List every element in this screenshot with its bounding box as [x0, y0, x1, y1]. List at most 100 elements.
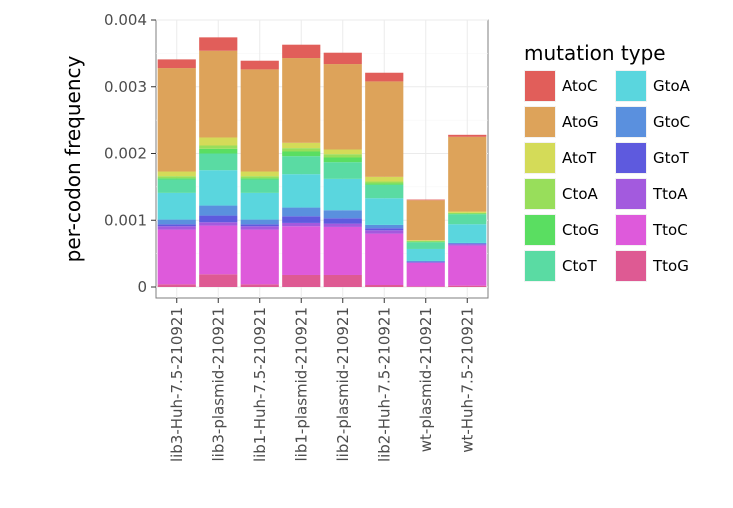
bar-segment-TtoC — [157, 229, 196, 285]
legend-swatch — [616, 107, 646, 137]
bar-segment-TtoG — [406, 286, 445, 287]
bar-segment-TtoG — [448, 285, 487, 287]
bar-segment-AtoC — [448, 134, 487, 137]
bar-segment-GtoC — [157, 219, 196, 225]
legend-swatch — [525, 251, 555, 281]
x-tick-label: lib1-Huh-7.5-210921 — [251, 307, 269, 462]
bar-stack — [406, 199, 445, 287]
legend-label: TtoC — [652, 221, 688, 239]
bar-segment-CtoG — [199, 148, 238, 154]
bar-segment-GtoC — [199, 205, 238, 216]
legend-label: CtoA — [562, 185, 599, 203]
legend-label: GtoC — [653, 113, 690, 131]
legend-swatch — [616, 179, 646, 209]
bar-segment-CtoT — [240, 179, 279, 193]
bar-segment-CtoG — [282, 151, 321, 157]
bar-segment-GtoT — [282, 216, 321, 223]
bar-segment-CtoT — [406, 242, 445, 249]
bar-segment-TtoC — [199, 225, 238, 275]
bar-segment-CtoA — [157, 176, 196, 179]
bar-segment-CtoT — [282, 156, 321, 175]
legend-label: AtoC — [562, 77, 598, 95]
bar-segment-TtoG — [365, 284, 404, 287]
bar-segment-AtoG — [240, 69, 279, 172]
bar-segment-TtoC — [365, 233, 404, 285]
legend-swatch — [525, 71, 555, 101]
bar-segment-TtoG — [323, 274, 362, 287]
bar-segment-AtoT — [365, 176, 404, 182]
bar-segment-AtoT — [323, 149, 362, 155]
bar-segment-TtoA — [448, 244, 487, 246]
y-tick-label: 0.002 — [104, 145, 147, 163]
bar-segment-AtoG — [365, 81, 404, 177]
bar-segment-TtoA — [323, 223, 362, 227]
bar-segment-GtoA — [240, 192, 279, 220]
bar-segment-GtoA — [157, 192, 196, 220]
bar-segment-GtoA — [448, 224, 487, 243]
bar-segment-GtoC — [323, 210, 362, 219]
bar-segment-AtoC — [406, 199, 445, 201]
bar-segment-AtoG — [323, 64, 362, 150]
legend-label: GtoA — [653, 77, 691, 95]
legend-item: GtoT — [615, 142, 690, 174]
legend-label: TtoA — [652, 185, 688, 203]
x-tick-label: lib2-plasmid-210921 — [334, 307, 352, 461]
bar-segment-CtoG — [157, 178, 196, 180]
bar-segment-CtoT — [323, 162, 362, 179]
y-tick-label: 0.004 — [104, 11, 147, 29]
bar-segment-AtoT — [406, 240, 445, 241]
y-axis: 0 0.001 0.002 0.003 0.004 — [104, 11, 156, 296]
bar-segment-CtoT — [199, 153, 238, 171]
legend-item: TtoC — [615, 214, 688, 246]
y-axis-title: per-codon frequency — [61, 56, 85, 263]
legend-item: CtoT — [524, 250, 598, 282]
bar-segment-CtoA — [323, 154, 362, 158]
legend-label: CtoT — [562, 257, 598, 275]
legend-label: AtoT — [562, 149, 597, 167]
legend-item: GtoA — [615, 70, 691, 102]
bar-segment-GtoA — [323, 178, 362, 211]
x-tick-label: lib2-Huh-7.5-210921 — [375, 307, 393, 462]
y-tick-label: 0.003 — [104, 78, 147, 96]
bar-segment-CtoG — [323, 157, 362, 163]
bar-segment-AtoG — [199, 50, 238, 138]
legend-item: AtoT — [524, 142, 597, 174]
bar-segment-GtoT — [199, 215, 238, 223]
bar-stack — [157, 59, 196, 287]
bar-segment-TtoC — [406, 262, 445, 287]
bar-segment-CtoA — [282, 148, 321, 152]
bar-segment-CtoA — [240, 176, 279, 179]
bar-segment-TtoA — [365, 230, 404, 234]
legend-item: TtoA — [615, 178, 688, 210]
bar-segment-GtoC — [448, 242, 487, 244]
legend-swatch — [525, 107, 555, 137]
legend-label: CtoG — [562, 221, 599, 239]
bar-stack — [240, 60, 279, 287]
bar-segment-CtoG — [406, 241, 445, 243]
legend-item: CtoG — [524, 214, 599, 246]
bar-segment-GtoT — [448, 243, 487, 245]
bar-segment-GtoT — [365, 228, 404, 231]
legend-item: CtoA — [524, 178, 599, 210]
bar-segment-AtoT — [448, 211, 487, 213]
bar-segment-AtoG — [282, 58, 321, 143]
bar-segment-AtoT — [199, 137, 238, 146]
bar-stack — [448, 134, 487, 287]
bar-segment-GtoA — [199, 170, 238, 206]
bar-segment-GtoT — [240, 224, 279, 227]
bar-segment-AtoG — [448, 136, 487, 212]
bar-segment-GtoT — [406, 261, 445, 263]
bar-segment-CtoG — [240, 178, 279, 180]
bar-segment-CtoG — [448, 213, 487, 215]
bar-stack — [323, 52, 362, 287]
bar-stack — [365, 72, 404, 287]
legend-label: GtoT — [653, 149, 690, 167]
legend-swatch — [616, 251, 646, 281]
legend-swatch — [616, 215, 646, 245]
bar-segment-CtoA — [406, 240, 445, 242]
bar-segment-CtoG — [365, 183, 404, 185]
bar-segment-AtoG — [406, 200, 445, 241]
bar-segment-TtoC — [448, 245, 487, 286]
bar-segment-TtoA — [157, 226, 196, 230]
bar-segment-GtoA — [365, 198, 404, 225]
